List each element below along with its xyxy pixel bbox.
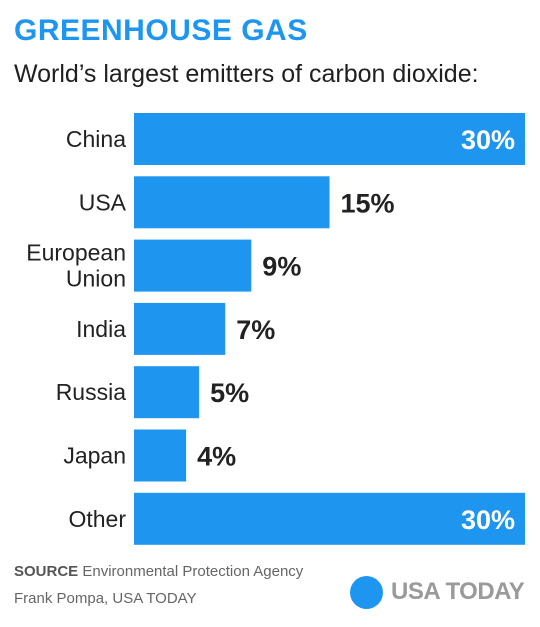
bar-0 [134, 113, 525, 165]
credit-line: Frank Pompa, USA TODAY [14, 590, 197, 607]
bar-5 [134, 429, 187, 482]
value-label-4: 5% [210, 378, 249, 408]
bar-2 [134, 239, 252, 292]
category-label-4: Russia [56, 379, 127, 405]
brand-logo: USA TODAY [350, 575, 525, 609]
brand-name: USA TODAY [391, 578, 525, 605]
category-label-2: European Union [26, 240, 126, 292]
category-label-1: USA [79, 189, 127, 215]
chart-subtitle: World’s largest emitters of carbon dioxi… [14, 60, 479, 88]
category-label-line: China [66, 126, 126, 152]
bar-1 [134, 176, 330, 229]
value-label-1: 15% [341, 188, 395, 218]
source-text: Environmental Protection Agency [78, 563, 304, 580]
category-label-6: Other [68, 506, 126, 532]
value-label-3: 7% [236, 315, 275, 345]
bar-4 [134, 366, 200, 419]
source-label: SOURCE [14, 563, 79, 580]
category-label-3: India [76, 316, 126, 342]
category-label-line: India [76, 316, 126, 342]
value-label-2: 9% [262, 252, 301, 282]
category-label-line: European [26, 240, 126, 266]
bar-6 [134, 492, 525, 545]
category-label-0: China [66, 126, 126, 152]
category-label-line: Other [68, 506, 126, 532]
brand-dot-icon [350, 575, 383, 609]
source-line: SOURCE Environmental Protection Agency [14, 563, 303, 580]
bar-3 [134, 302, 226, 355]
value-label-0: 30% [461, 125, 515, 155]
category-label-line: Russia [56, 379, 127, 405]
category-label-line: Union [66, 266, 126, 292]
value-label-5: 4% [197, 442, 236, 472]
chart-title: GREENHOUSE GAS [14, 14, 308, 47]
category-label-line: USA [79, 189, 127, 215]
value-label-6: 30% [461, 505, 515, 535]
category-label-line: Japan [63, 443, 126, 469]
category-label-5: Japan [63, 443, 126, 469]
